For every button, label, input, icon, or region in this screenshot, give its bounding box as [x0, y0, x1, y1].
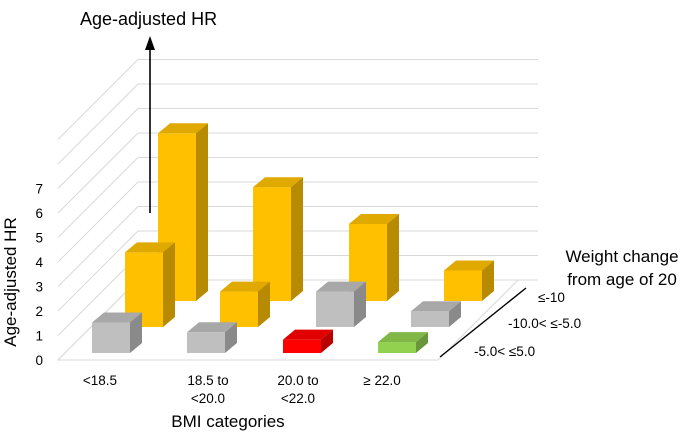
series-label: ≤-10 — [538, 290, 565, 305]
bar — [187, 322, 237, 353]
vertical-arrow — [145, 36, 155, 213]
gridline — [57, 132, 538, 214]
bar-top-face — [253, 177, 303, 188]
gridline — [57, 59, 538, 140]
bar-top-face — [378, 332, 428, 343]
y-tick-label: 2 — [35, 304, 43, 319]
category-label-lt18: <18.5 — [83, 373, 117, 388]
bar-front-face — [187, 332, 225, 353]
category-label-line: 20.0 to — [277, 373, 318, 388]
bar-front-face — [378, 342, 416, 353]
depth-axis-label-line-2: from age of 20 — [567, 270, 677, 289]
bar-top-face — [444, 260, 494, 271]
bar-side-face — [449, 301, 461, 327]
bar-front-face — [220, 291, 258, 327]
y-tick-label: 3 — [35, 280, 43, 295]
category-label-b20: 20.0 to <22.0 — [277, 373, 318, 406]
bar-side-face — [258, 281, 270, 327]
bar — [283, 329, 333, 353]
category-label-line: <20.0 — [191, 391, 225, 406]
bar — [378, 332, 428, 353]
depth-axis-label-line-1: Weight change — [565, 247, 678, 266]
depth-series-labels: ≤-10 -10.0< ≤-5.0 -5.0< ≤5.0 — [439, 287, 581, 359]
y-tick-label: 0 — [35, 353, 43, 368]
arrow-head — [145, 36, 155, 50]
bar — [444, 260, 494, 301]
y-tick-label: 6 — [35, 206, 43, 221]
chart-title: Age-adjusted HR — [80, 9, 217, 29]
depth-axis-line — [439, 287, 527, 358]
y-tick-label: 7 — [35, 182, 43, 197]
bar-top-face — [158, 123, 208, 134]
bar-front-face — [411, 311, 449, 327]
bar-top-face — [283, 329, 333, 340]
series-label: -10.0< ≤-5.0 — [508, 316, 581, 331]
bar-side-face — [387, 213, 399, 301]
gridline — [57, 83, 538, 165]
gridline — [57, 230, 538, 312]
bar — [253, 177, 303, 301]
category-labels: <18.5 18.5 to <20.0 20.0 to <22.0 ≥ 22.0 — [83, 373, 401, 406]
bar-side-face — [225, 322, 237, 353]
gridline — [57, 108, 538, 189]
bar-side-face — [163, 242, 175, 327]
depth-axis-label: Weight change from age of 20 — [565, 247, 678, 289]
bar-side-face — [291, 177, 303, 301]
bar-top-face — [187, 322, 237, 333]
category-label-b18: 18.5 to <20.0 — [187, 373, 228, 406]
bar-top-face — [316, 281, 366, 292]
category-label-line: <18.5 — [83, 373, 117, 388]
chart-bars — [92, 123, 494, 353]
gridline — [57, 157, 538, 238]
bar-top-face — [220, 281, 270, 292]
bar — [220, 281, 270, 327]
category-label-line: <22.0 — [281, 391, 315, 406]
y-tick-label: 5 — [35, 231, 43, 246]
bar-front-face — [444, 270, 482, 301]
bar-side-face — [130, 312, 142, 353]
bar-side-face — [354, 281, 366, 327]
category-label-line: 18.5 to — [187, 373, 228, 388]
y-tick-label: 1 — [35, 329, 43, 344]
x-axis-label: BMI categories — [171, 412, 284, 431]
bar-top-face — [349, 213, 399, 224]
gridline — [57, 181, 538, 263]
bar — [316, 281, 366, 327]
bar-top-face — [411, 301, 461, 312]
y-axis-label: Age-adjusted HR — [1, 217, 20, 346]
bar-top-face — [92, 312, 142, 323]
bar-front-face — [283, 339, 321, 353]
bar-top-face — [125, 242, 175, 253]
bar-side-face — [321, 329, 333, 353]
gridline — [57, 206, 538, 287]
y-tick-label: 4 — [35, 255, 43, 270]
bar-front-face — [92, 322, 130, 353]
bar — [411, 301, 461, 327]
bar-side-face — [196, 123, 208, 301]
bar-side-face — [482, 260, 494, 301]
bar-side-face — [416, 332, 428, 353]
series-label: -5.0< ≤5.0 — [474, 344, 535, 359]
category-label-line: ≥ 22.0 — [363, 373, 400, 388]
bar-front-face — [316, 291, 354, 327]
bar — [92, 312, 142, 353]
y-tick-labels: 0 1 2 3 4 5 6 7 — [35, 182, 43, 369]
category-label-ge22: ≥ 22.0 — [363, 373, 400, 388]
